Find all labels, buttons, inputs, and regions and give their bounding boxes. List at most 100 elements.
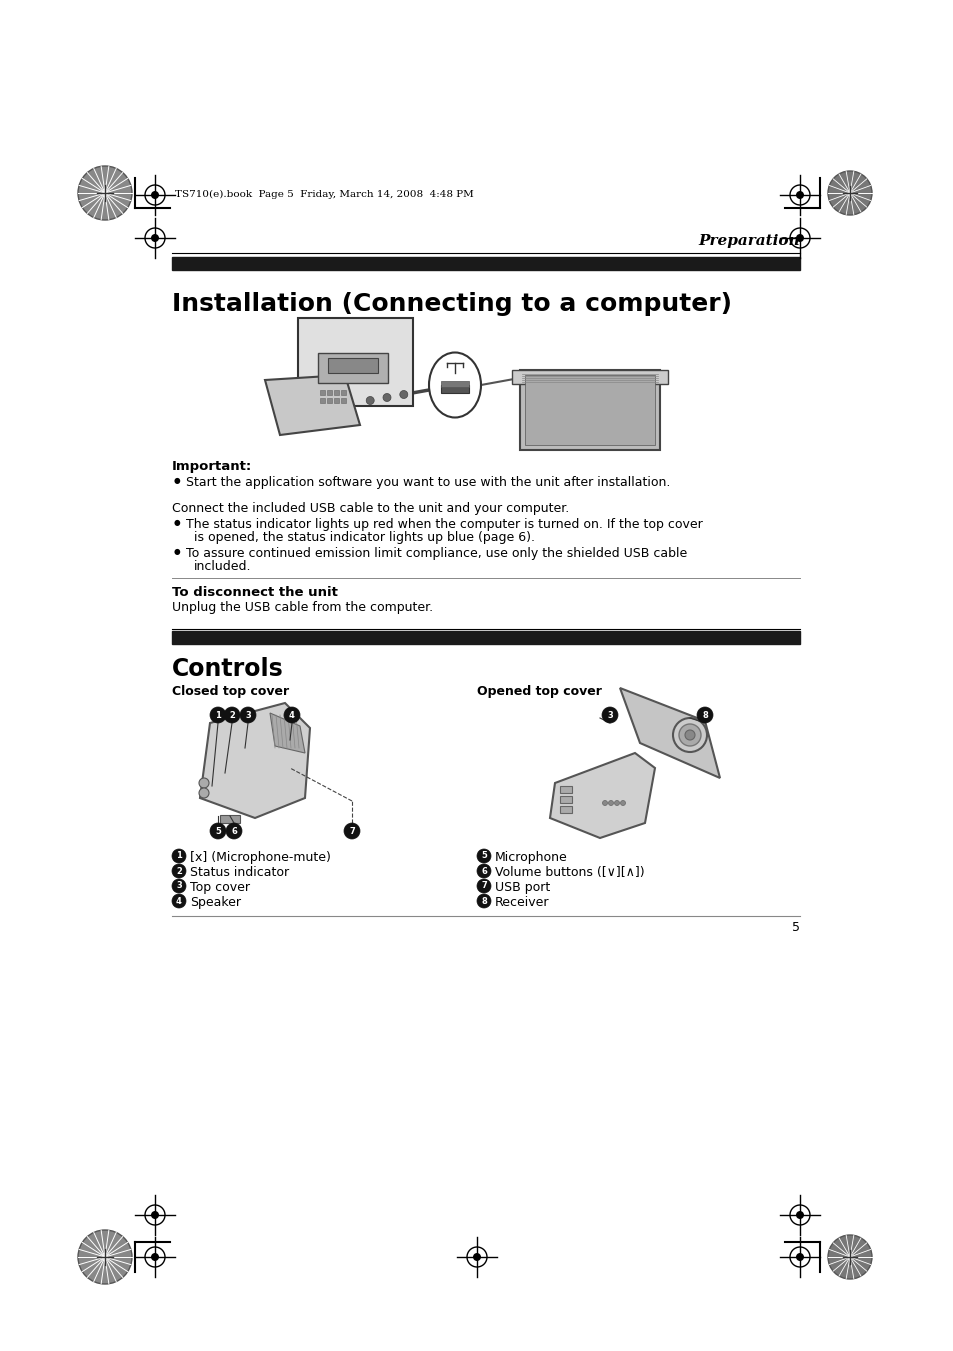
Text: The status indicator lights up red when the computer is turned on. If the top co: The status indicator lights up red when … (186, 517, 702, 531)
Circle shape (226, 823, 242, 839)
Circle shape (172, 880, 186, 893)
Circle shape (619, 801, 625, 805)
Circle shape (224, 707, 240, 723)
Bar (559, 796, 572, 802)
Circle shape (151, 1252, 159, 1260)
Text: [x] (Microphone-mute): [x] (Microphone-mute) (190, 851, 331, 865)
Text: Volume buttons ([∨][∧]): Volume buttons ([∨][∧]) (495, 866, 644, 880)
Circle shape (366, 396, 374, 404)
Circle shape (172, 894, 186, 908)
Circle shape (476, 880, 491, 893)
Polygon shape (265, 376, 359, 435)
Bar (297, 317, 413, 407)
Circle shape (795, 190, 803, 199)
Circle shape (614, 801, 618, 805)
Circle shape (602, 801, 607, 805)
Text: To disconnect the unit: To disconnect the unit (172, 586, 337, 598)
Bar (559, 786, 572, 793)
Text: 5: 5 (480, 851, 486, 861)
Circle shape (601, 707, 618, 723)
Circle shape (672, 717, 706, 753)
Text: 3: 3 (245, 711, 251, 720)
Bar (334, 390, 338, 394)
Text: 5: 5 (791, 921, 800, 934)
Bar (327, 399, 332, 403)
Circle shape (344, 823, 359, 839)
Text: ●: ● (173, 547, 180, 557)
Polygon shape (270, 713, 305, 753)
Text: 5: 5 (214, 827, 221, 835)
Bar (172, 631, 800, 644)
Bar (440, 385, 469, 393)
Circle shape (795, 1210, 803, 1219)
Bar (559, 807, 572, 813)
Text: Top cover: Top cover (190, 881, 250, 894)
Text: 8: 8 (701, 711, 707, 720)
Bar (519, 370, 659, 450)
Text: Microphone: Microphone (495, 851, 567, 865)
Bar (172, 257, 800, 270)
Circle shape (827, 172, 871, 215)
Text: 2: 2 (229, 711, 234, 720)
Bar (327, 390, 332, 394)
Bar (340, 390, 346, 394)
Circle shape (473, 1252, 480, 1260)
Circle shape (172, 865, 186, 878)
Bar (512, 370, 667, 384)
Text: 6: 6 (480, 866, 486, 875)
Bar (220, 815, 240, 823)
Bar (524, 376, 655, 444)
Ellipse shape (429, 353, 480, 417)
Text: Start the application software you want to use with the unit after installation.: Start the application software you want … (186, 476, 670, 489)
Text: 6: 6 (231, 827, 236, 835)
Text: 7: 7 (349, 827, 355, 835)
Bar (319, 390, 325, 394)
Circle shape (78, 166, 132, 220)
Text: ●: ● (173, 476, 180, 485)
Polygon shape (550, 753, 655, 838)
Text: 4: 4 (289, 711, 294, 720)
Text: 3: 3 (606, 711, 612, 720)
Circle shape (172, 848, 186, 863)
Text: Status indicator: Status indicator (190, 866, 289, 880)
Circle shape (240, 707, 255, 723)
Circle shape (199, 788, 209, 798)
Circle shape (151, 190, 159, 199)
Text: 2: 2 (176, 866, 182, 875)
Bar (440, 381, 469, 386)
Text: Controls: Controls (172, 657, 283, 681)
Bar (319, 399, 325, 403)
Bar (317, 353, 388, 382)
Text: 1: 1 (214, 711, 221, 720)
Circle shape (795, 234, 803, 242)
Text: 7: 7 (480, 881, 486, 890)
Bar (334, 399, 338, 403)
Polygon shape (619, 688, 720, 778)
Text: Preparation: Preparation (698, 234, 800, 249)
Text: Connect the included USB cable to the unit and your computer.: Connect the included USB cable to the un… (172, 503, 569, 515)
Text: USB port: USB port (495, 881, 550, 894)
Circle shape (608, 801, 613, 805)
Text: 1: 1 (176, 851, 182, 861)
Text: TS710(e).book  Page 5  Friday, March 14, 2008  4:48 PM: TS710(e).book Page 5 Friday, March 14, 2… (174, 189, 474, 199)
Text: Speaker: Speaker (190, 896, 241, 909)
Text: ●: ● (173, 517, 180, 527)
Circle shape (382, 393, 391, 401)
Text: included.: included. (193, 561, 252, 573)
Circle shape (679, 724, 700, 746)
Polygon shape (200, 703, 310, 817)
Text: To assure continued emission limit compliance, use only the shielded USB cable: To assure continued emission limit compl… (186, 547, 686, 561)
Text: 4: 4 (176, 897, 182, 905)
Text: Unplug the USB cable from the computer.: Unplug the USB cable from the computer. (172, 601, 433, 613)
Text: is opened, the status indicator lights up blue (page 6).: is opened, the status indicator lights u… (193, 531, 535, 544)
Text: Opened top cover: Opened top cover (476, 685, 601, 698)
Circle shape (199, 778, 209, 788)
Circle shape (78, 1229, 132, 1283)
Circle shape (210, 823, 226, 839)
Bar (340, 399, 346, 403)
Circle shape (151, 1210, 159, 1219)
Text: Receiver: Receiver (495, 896, 549, 909)
Circle shape (697, 707, 712, 723)
Circle shape (476, 865, 491, 878)
Circle shape (399, 390, 407, 399)
